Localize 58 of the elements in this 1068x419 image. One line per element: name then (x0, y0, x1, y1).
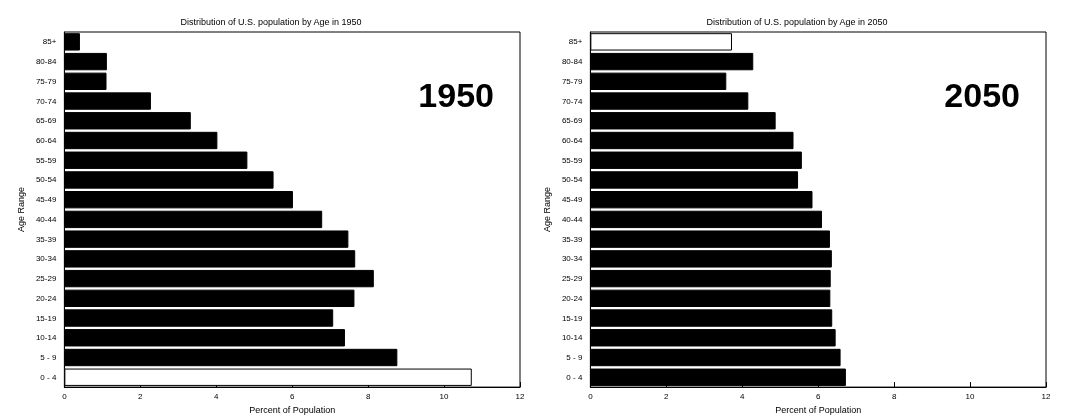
chart-title: Distribution of U.S. population by Age in 1950 (180, 16, 362, 27)
y-tick-label: 35-39 (35, 234, 57, 244)
y-tick-label: 65-69 (561, 116, 583, 126)
y-tick-label: 5 - 9 (40, 353, 57, 363)
x-axis-title: Percent of Population (775, 404, 862, 415)
y-tick-label: 25-29 (35, 274, 57, 284)
y-tick-label: 55-59 (561, 155, 583, 165)
x-tick-label: 12 (515, 391, 525, 401)
y-tick-label: 60-64 (561, 136, 583, 145)
y-tick-label: 30-34 (561, 254, 583, 264)
y-tick-label: 75-79 (561, 76, 583, 86)
x-tick-label: 6 (289, 391, 295, 401)
y-tick-label: 85+ (568, 37, 583, 47)
y-tick-label: 0 - 4 (40, 372, 57, 382)
y-tick-label: 5 - 9 (566, 353, 583, 363)
y-tick-label: 65-69 (35, 116, 57, 126)
y-tick-label: 55-59 (35, 155, 57, 165)
x-tick-label: 0 (62, 391, 68, 401)
x-tick-label: 12 (1041, 391, 1051, 401)
y-tick-label: 15-19 (35, 313, 57, 323)
y-tick-label: 40-44 (561, 214, 583, 224)
annotation: 1950 (418, 76, 494, 114)
y-tick-label: 45-49 (561, 195, 583, 205)
x-tick-label: 8 (365, 391, 371, 401)
y-tick-label: 80-84 (35, 57, 57, 67)
y-tick-label: 20-24 (35, 293, 57, 303)
y-tick-label: 30-34 (35, 254, 57, 264)
chart-title: Distribution of U.S. population by Age in 2050 (706, 16, 888, 27)
y-tick-label: 35-39 (561, 234, 583, 244)
y-tick-label: 0 - 4 (566, 372, 583, 382)
x-tick-label: 10 (965, 391, 976, 401)
x-tick-label: 4 (214, 391, 220, 401)
x-tick-label: 8 (891, 391, 897, 401)
y-tick-label: 80-84 (561, 57, 583, 67)
x-tick-label: 10 (439, 391, 450, 401)
y-tick-label: 70-74 (561, 96, 583, 106)
y-axis-title: Age Range (541, 187, 552, 233)
x-tick-label: 2 (138, 391, 144, 401)
y-tick-label: 15-19 (561, 313, 583, 323)
y-tick-label: 10-14 (35, 333, 57, 343)
y-tick-label: 75-79 (35, 76, 57, 86)
x-tick-label: 0 (588, 391, 594, 401)
y-tick-label: 60-64 (35, 136, 57, 145)
y-tick-label: 45-49 (35, 195, 57, 205)
y-tick-label: 20-24 (561, 293, 583, 303)
y-tick-label: 50-54 (35, 175, 57, 185)
x-tick-label: 6 (815, 391, 821, 401)
y-tick-label: 25-29 (561, 274, 583, 284)
y-axis-title: Age Range (15, 187, 26, 233)
y-tick-label: 70-74 (35, 96, 57, 106)
annotation: 2050 (944, 76, 1020, 114)
x-tick-label: 4 (740, 391, 746, 401)
x-axis-title: Percent of Population (249, 404, 336, 415)
y-tick-label: 50-54 (561, 175, 583, 185)
y-tick-label: 40-44 (35, 214, 57, 224)
y-tick-label: 85+ (42, 37, 57, 47)
x-tick-label: 2 (664, 391, 670, 401)
y-tick-label: 10-14 (561, 333, 583, 343)
